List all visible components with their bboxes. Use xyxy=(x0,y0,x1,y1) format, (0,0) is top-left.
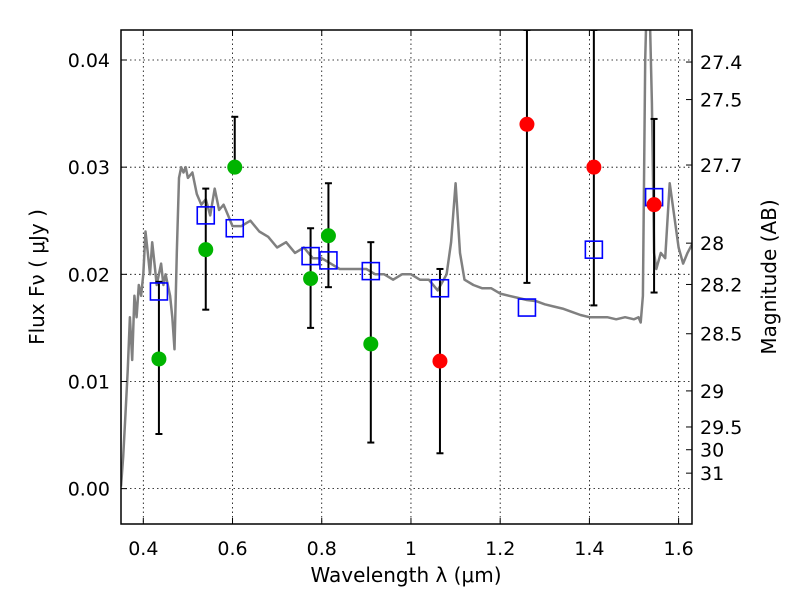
mag-tick-label: 29 xyxy=(700,381,724,403)
errorbar-layer xyxy=(155,30,658,455)
model-band-square xyxy=(584,240,604,259)
axis-ticks: 0.4 0.6 0.8 1 1.2 1.4 1.6 0.00 0.01 0.02 0.03 0.04 2… xyxy=(68,30,742,560)
mag-tick-label: 28.5 xyxy=(700,324,742,346)
model-band-square xyxy=(196,206,216,225)
y-axis-label: Flux Fν ( μJy ) xyxy=(25,209,49,345)
right-axis-label: Magnitude (AB) xyxy=(757,199,781,354)
y-tick-label: 0.03 xyxy=(68,157,110,179)
model-band-square xyxy=(430,278,450,298)
red-data-point xyxy=(519,116,535,132)
model-spectrum-layer xyxy=(121,30,692,487)
x-tick-label: 1 xyxy=(405,538,417,560)
model-spectrum-line xyxy=(121,30,692,487)
plot-frame xyxy=(120,29,693,525)
x-tick-label: 1.4 xyxy=(574,538,604,560)
mag-tick-label: 28.2 xyxy=(700,274,742,296)
model-band-square xyxy=(361,261,381,281)
red-data-point xyxy=(646,197,662,213)
x-tick-label: 1.6 xyxy=(664,538,694,560)
x-axis-label: Wavelength λ (μm) xyxy=(310,563,501,587)
y-tick-label: 0.00 xyxy=(68,479,110,501)
x-tick-label: 0.6 xyxy=(217,538,247,560)
y-tick-label: 0.04 xyxy=(68,50,110,72)
model-band-square xyxy=(319,251,338,270)
y-tick-label: 0.01 xyxy=(68,371,110,393)
red-data-point xyxy=(432,353,448,369)
green-data-point xyxy=(363,336,379,352)
x-tick-label: 1.2 xyxy=(485,538,515,560)
x-tick-label: 0.8 xyxy=(307,538,337,560)
y-tick-label: 0.02 xyxy=(68,264,110,286)
model-band-square xyxy=(225,218,245,238)
model-band-square xyxy=(149,282,169,301)
mag-tick-label: 30 xyxy=(700,440,724,462)
marker-layer xyxy=(149,116,664,369)
mag-tick-label: 31 xyxy=(700,463,724,485)
green-data-point xyxy=(320,228,336,244)
green-data-point xyxy=(303,271,319,287)
green-data-point xyxy=(151,351,167,367)
model-band-square xyxy=(517,298,537,317)
mag-tick-label: 27.4 xyxy=(700,52,742,74)
mag-tick-label: 28 xyxy=(700,233,724,255)
green-data-point xyxy=(198,242,214,258)
mag-tick-label: 27.7 xyxy=(700,155,742,177)
green-data-point xyxy=(227,159,243,175)
mag-tick-label: 27.5 xyxy=(700,90,742,112)
model-band-square xyxy=(301,246,320,266)
mag-tick-label: 29.5 xyxy=(700,417,742,439)
red-data-point xyxy=(586,159,602,175)
grid-lines xyxy=(121,30,692,524)
x-tick-label: 0.4 xyxy=(128,538,158,560)
